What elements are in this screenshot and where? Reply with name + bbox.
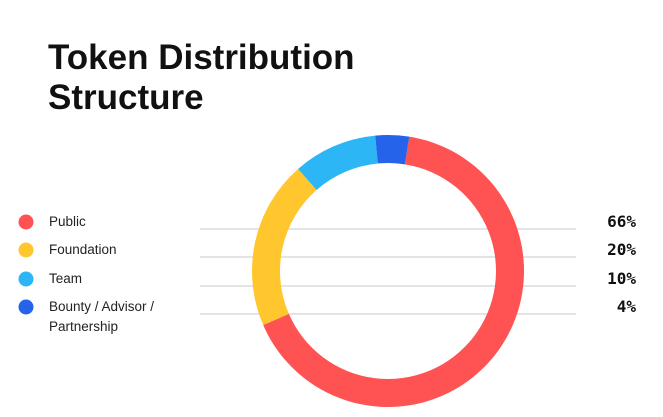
donut-segment — [298, 135, 378, 190]
donut-segment — [251, 168, 317, 326]
legend-label: Foundation — [49, 242, 117, 257]
value-label: 66% — [607, 212, 636, 231]
value-label: 10% — [607, 269, 636, 288]
legend-label: Team — [49, 271, 83, 286]
value-label: 20% — [607, 240, 636, 259]
legend-dot — [18, 299, 34, 315]
legend-dot — [18, 271, 34, 287]
donut-segment — [375, 135, 410, 165]
legend-dot — [18, 242, 34, 258]
value-label: 4% — [616, 297, 636, 316]
legend-label: Public — [49, 214, 86, 229]
chart-title: Token Distribution Structure — [48, 38, 355, 117]
legend-dot — [18, 214, 34, 230]
legend-label: Bounty / Advisor / Partnership — [49, 299, 155, 334]
